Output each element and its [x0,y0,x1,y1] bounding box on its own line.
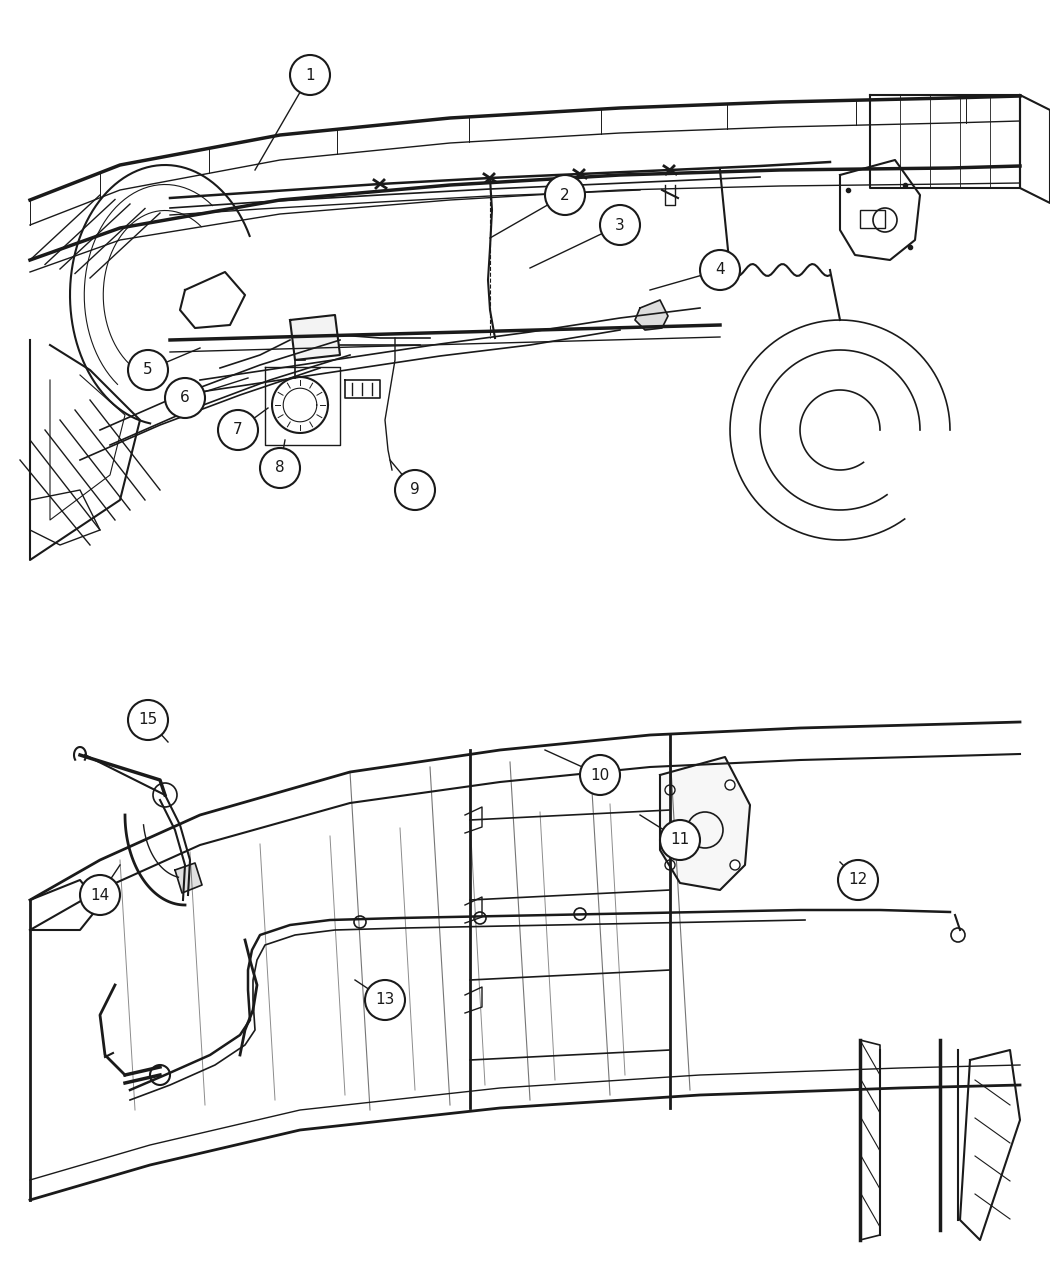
Bar [860,210,885,228]
Text: 3: 3 [615,218,625,232]
Text: 8: 8 [275,460,285,476]
Text: 2: 2 [561,187,570,203]
Circle shape [218,411,258,450]
Polygon shape [175,863,202,892]
Text: 10: 10 [590,768,610,783]
Text: 9: 9 [411,482,420,497]
Text: 4: 4 [715,263,724,278]
Polygon shape [660,757,750,890]
Circle shape [260,448,300,488]
Circle shape [660,820,700,861]
Text: 1: 1 [306,68,315,83]
Circle shape [128,700,168,739]
Circle shape [665,785,675,796]
Circle shape [365,980,405,1020]
Circle shape [290,55,330,96]
Circle shape [354,915,366,928]
Circle shape [838,861,878,900]
Circle shape [700,250,740,289]
Circle shape [395,470,435,510]
Circle shape [80,875,120,915]
Circle shape [730,861,740,870]
Text: 6: 6 [181,390,190,405]
Text: 13: 13 [375,992,395,1007]
Polygon shape [635,300,668,330]
Circle shape [665,861,675,870]
Text: 14: 14 [90,887,109,903]
Circle shape [545,175,585,215]
Circle shape [580,755,620,796]
Circle shape [165,377,205,418]
Circle shape [128,351,168,390]
Circle shape [474,912,486,924]
Text: 7: 7 [233,422,243,437]
Circle shape [724,780,735,790]
Text: 5: 5 [143,362,153,377]
Circle shape [574,908,586,921]
Text: 15: 15 [139,713,157,728]
Text: 11: 11 [670,833,690,848]
Circle shape [600,205,640,245]
Text: 12: 12 [848,872,867,887]
Polygon shape [290,315,340,360]
